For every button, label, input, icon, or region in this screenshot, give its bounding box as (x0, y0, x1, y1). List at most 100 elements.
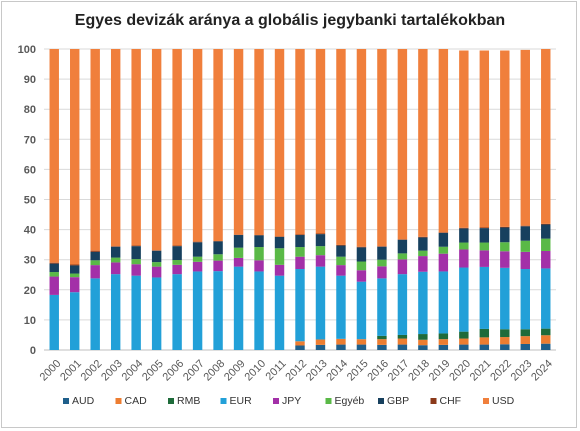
bar-segment-gbp-2010 (254, 235, 264, 248)
bar-segment-jpy-2011 (274, 264, 285, 276)
x-tick-label: 2006 (161, 358, 187, 384)
bar-segment-jpy-2019 (438, 253, 449, 272)
bar-segment-egyb-2009 (233, 247, 244, 258)
legend-label: RMB (177, 395, 200, 407)
bar-segment-usd-2022 (500, 50, 510, 227)
x-tick-label: 2004 (120, 358, 146, 384)
bar-segment-eur-2008 (213, 271, 223, 350)
legend-label: JPY (282, 395, 301, 407)
bar-segment-cad-2024 (541, 335, 551, 344)
bar-segment-usd-2020 (459, 50, 469, 228)
bar-segment-gbp-2006 (172, 246, 182, 261)
bar-segment-chf-2019 (438, 232, 449, 233)
legend-label: EUR (230, 395, 253, 407)
bar-segment-usd-2009 (233, 49, 244, 235)
y-tick-label: 100 (18, 44, 36, 56)
bar-segment-chf-2017 (397, 239, 408, 240)
bar-segment-jpy-2017 (397, 259, 408, 275)
bar-segment-chf-2021 (479, 227, 490, 229)
bar-segment-gbp-2009 (233, 235, 244, 248)
x-tick-label: 2021 (468, 358, 494, 384)
bar-segment-eur-2021 (479, 266, 490, 329)
legend-swatch (483, 398, 489, 404)
x-tick-label: 2009 (222, 358, 248, 384)
bar-segment-chf-2022 (500, 226, 510, 228)
x-tick-label: 2000 (38, 358, 64, 384)
bar-segment-cad-2014 (336, 338, 346, 345)
bar-segment-usd-2012 (295, 49, 305, 235)
bar-segment-gbp-2003 (110, 246, 121, 258)
bar-segment-usd-2010 (254, 49, 264, 236)
bar-segment-egyb-2016 (377, 259, 387, 267)
x-tick-label: 2018 (406, 358, 432, 384)
bar-segment-aud-2014 (336, 344, 346, 350)
bar-segment-gbp-2022 (500, 227, 510, 243)
bar-segment-egyb-2021 (479, 242, 490, 251)
bar-segment-jpy-2004 (131, 264, 141, 276)
bar-segment-egyb-2007 (192, 256, 203, 262)
x-tick-label: 2023 (509, 358, 535, 384)
bar-segment-chf-2024 (541, 223, 551, 225)
bar-segment-cad-2012 (295, 341, 305, 346)
bar-segment-gbp-2002 (90, 251, 100, 261)
bar-segment-aud-2012 (295, 345, 305, 350)
bar-segment-chf-2018 (418, 236, 428, 238)
bar-segment-jpy-2016 (377, 266, 387, 279)
bar-segment-aud-2015 (356, 344, 367, 350)
bar-segment-eur-2024 (541, 268, 551, 329)
bar-segment-gbp-2008 (213, 241, 223, 255)
bar-segment-usd-2014 (336, 49, 346, 245)
bar-segment-cad-2015 (356, 339, 367, 345)
legend-swatch (273, 398, 279, 404)
legend-item-jpy: JPY (273, 395, 301, 407)
bar-segment-aud-2016 (377, 344, 387, 350)
bar-segment-eur-2022 (500, 267, 510, 330)
x-tick-label: 2024 (529, 358, 555, 384)
x-tick-label: 2016 (365, 358, 391, 384)
bar-segment-cad-2019 (438, 339, 449, 345)
x-tick-label: 2011 (264, 358, 289, 383)
bar-segment-rmb-2020 (459, 331, 469, 339)
y-tick-label: 10 (24, 315, 36, 327)
bar-segment-eur-2014 (336, 275, 346, 339)
bar-segment-eur-2019 (438, 271, 449, 334)
bar-segment-rmb-2021 (479, 328, 490, 338)
bar-segment-rmb-2016 (377, 335, 387, 340)
bar-segment-egyb-2004 (131, 259, 141, 265)
legend-item-gbp: GBP (378, 395, 409, 407)
x-tick-label: 2008 (201, 358, 227, 384)
bar-segment-jpy-2024 (541, 250, 551, 269)
bar-segment-gbp-2013 (315, 234, 326, 247)
x-tick-label: 2020 (447, 358, 473, 384)
bar-segment-aud-2023 (520, 343, 530, 350)
x-tick-label: 2017 (386, 358, 412, 384)
y-tick-label: 90 (24, 74, 36, 86)
bar-segment-eur-2004 (131, 275, 141, 350)
bar-segment-egyb-2017 (397, 253, 408, 260)
bar-segment-aud-2021 (479, 344, 490, 350)
bar-segment-egyb-2012 (295, 247, 305, 257)
bar-segment-usd-2005 (151, 49, 162, 251)
bar-segment-usd-2000 (49, 49, 59, 263)
bar-segment-eur-2013 (315, 266, 326, 340)
bar-segment-gbp-2021 (479, 228, 490, 243)
bar-segment-eur-2023 (520, 269, 530, 330)
x-tick-label: 2007 (181, 358, 207, 384)
bar-segment-jpy-2015 (356, 270, 367, 282)
bar-segment-jpy-2008 (213, 260, 223, 272)
bar-segment-chf-2001 (70, 264, 80, 266)
bar-segment-aud-2019 (438, 344, 449, 350)
bar-segment-jpy-2023 (520, 251, 530, 270)
bar-segment-eur-2018 (418, 271, 428, 335)
y-axis-ticks: 0 10 20 30 40 50 60 70 80 90 100 (18, 44, 36, 357)
bar-segment-jpy-2000 (49, 276, 59, 295)
x-tick-label: 2022 (488, 358, 514, 384)
bar-segment-cad-2013 (315, 339, 326, 345)
bar-segment-usd-2001 (70, 49, 80, 265)
bar-segment-egyb-2020 (459, 242, 469, 250)
bar-segment-usd-2015 (356, 49, 367, 247)
bar-segment-chf-2007 (192, 241, 203, 243)
bar-segment-usd-2019 (438, 49, 449, 233)
legend-item-aud: AUD (63, 395, 95, 407)
bar-segment-gbp-2020 (459, 228, 469, 243)
